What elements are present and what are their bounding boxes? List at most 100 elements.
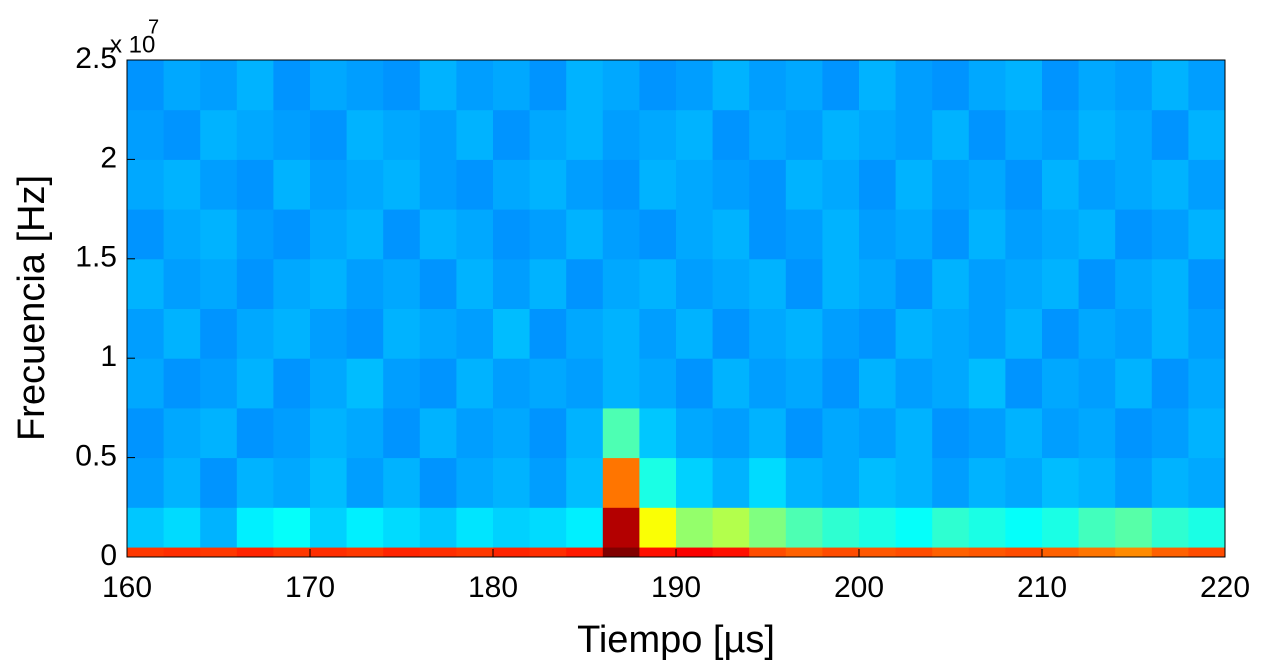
- heatmap-cell: [749, 547, 787, 558]
- y-multiplier: x 10: [110, 31, 155, 58]
- heatmap-cell: [639, 358, 677, 409]
- heatmap-cell: [493, 209, 531, 260]
- heatmap-cell: [968, 457, 1006, 508]
- heatmap-cell: [566, 60, 604, 111]
- heatmap-cell: [1151, 159, 1189, 210]
- heatmap-cell: [127, 308, 165, 359]
- x-tick-label: 180: [468, 571, 518, 604]
- heatmap-cell: [163, 258, 201, 309]
- heatmap-cell: [1151, 209, 1189, 260]
- heatmap-cell: [822, 507, 860, 548]
- heatmap-cell: [529, 457, 567, 508]
- heatmap-cell: [1078, 457, 1116, 508]
- heatmap-cell: [785, 308, 823, 359]
- heatmap-cell: [895, 308, 933, 359]
- heatmap-cell: [236, 547, 274, 558]
- heatmap-cell: [529, 358, 567, 409]
- heatmap-cell: [1188, 258, 1226, 309]
- heatmap-cell: [932, 209, 970, 260]
- heatmap-cell: [712, 258, 750, 309]
- heatmap-cell: [566, 109, 604, 160]
- heatmap-cell: [1042, 159, 1080, 210]
- heatmap-cell: [639, 109, 677, 160]
- heatmap-cell: [419, 109, 457, 160]
- heatmap-cell: [419, 60, 457, 111]
- heatmap-cell: [383, 60, 421, 111]
- heatmap-cell: [932, 109, 970, 160]
- heatmap-cell: [1078, 209, 1116, 260]
- heatmap-cell: [236, 308, 274, 359]
- heatmap-cell: [785, 547, 823, 558]
- heatmap-cell: [822, 308, 860, 359]
- y-tick-label: 1.5: [75, 241, 117, 274]
- heatmap-cell: [310, 159, 348, 210]
- heatmap-cell: [163, 159, 201, 210]
- heatmap-cell: [968, 60, 1006, 111]
- heatmap-cell: [346, 507, 384, 548]
- heatmap-cell: [493, 358, 531, 409]
- heatmap-cell: [127, 209, 165, 260]
- heatmap-cell: [273, 109, 311, 160]
- heatmap-cell: [932, 407, 970, 459]
- heatmap-cell: [1078, 507, 1116, 548]
- heatmap-cell: [859, 507, 897, 548]
- heatmap-cell: [236, 507, 274, 548]
- heatmap-cell: [676, 159, 714, 210]
- heatmap-cell: [749, 507, 787, 548]
- heatmap-cell: [895, 358, 933, 409]
- heatmap-cell: [529, 109, 567, 160]
- heatmap-cell: [676, 258, 714, 309]
- heatmap-cell: [1005, 507, 1043, 548]
- heatmap-cell: [310, 457, 348, 508]
- heatmap-cell: [456, 358, 494, 409]
- heatmap-cell: [1005, 547, 1043, 558]
- heatmap-cell: [127, 407, 165, 459]
- heatmap-cell: [932, 547, 970, 558]
- heatmap-cell: [273, 457, 311, 508]
- heatmap-cell: [346, 258, 384, 309]
- heatmap-cell: [1005, 258, 1043, 309]
- heatmap-cell: [712, 60, 750, 111]
- heatmap-cell: [822, 60, 860, 111]
- heatmap-cell: [383, 209, 421, 260]
- heatmap-cell: [1115, 209, 1153, 260]
- y-tick-label: 2: [100, 141, 117, 174]
- heatmap-cell: [273, 209, 311, 260]
- heatmap-cell: [968, 308, 1006, 359]
- heatmap-cell: [895, 258, 933, 309]
- heatmap-cell: [200, 109, 238, 160]
- heatmap-cell: [1078, 109, 1116, 160]
- heatmap-cell: [236, 407, 274, 459]
- heatmap-cell: [968, 358, 1006, 409]
- heatmap-cell: [273, 507, 311, 548]
- heatmap-cell: [200, 209, 238, 260]
- heatmap-cell: [529, 507, 567, 548]
- heatmap-cell: [859, 457, 897, 508]
- heatmap-cell: [383, 407, 421, 459]
- heatmap-cell: [127, 109, 165, 160]
- heatmap-cell: [456, 159, 494, 210]
- heatmap-cell: [859, 308, 897, 359]
- heatmap-cell: [493, 407, 531, 459]
- heatmap-cell: [493, 258, 531, 309]
- heatmap-cell: [859, 159, 897, 210]
- heatmap-cell: [676, 407, 714, 459]
- heatmap-cell: [712, 109, 750, 160]
- heatmap-cell: [163, 209, 201, 260]
- heatmap-cell: [712, 457, 750, 508]
- heatmap-cell: [456, 109, 494, 160]
- heatmap-cell: [822, 358, 860, 409]
- heatmap-cell: [639, 457, 677, 508]
- heatmap-cell: [859, 109, 897, 160]
- heatmap-cell: [1078, 308, 1116, 359]
- heatmap-cell: [932, 308, 970, 359]
- heatmap-cell: [822, 109, 860, 160]
- heatmap-cell: [602, 209, 640, 260]
- heatmap-cell: [1115, 258, 1153, 309]
- heatmap-cell: [566, 457, 604, 508]
- heatmap-cell: [1115, 358, 1153, 409]
- heatmap-cell: [310, 358, 348, 409]
- heatmap-cell: [1115, 159, 1153, 210]
- heatmap-cell: [1188, 457, 1226, 508]
- heatmap-cell: [1151, 547, 1189, 558]
